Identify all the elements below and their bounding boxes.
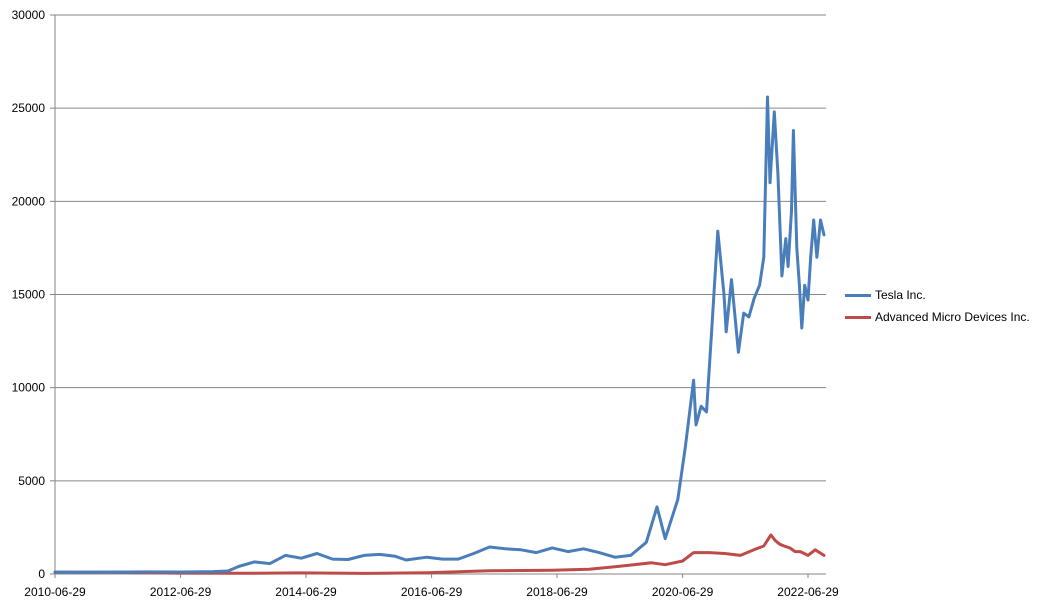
x-tick-label: 2012-06-29	[150, 585, 212, 599]
legend-item-tesla: Tesla Inc.	[845, 284, 1030, 306]
x-tick-label: 2010-06-29	[24, 585, 86, 599]
y-tick-label: 30000	[12, 8, 46, 22]
legend-label-tesla: Tesla Inc.	[875, 288, 926, 302]
y-tick-label: 25000	[12, 101, 46, 115]
y-tick-label: 10000	[12, 381, 46, 395]
x-tick-label: 2018-06-29	[526, 585, 588, 599]
y-tick-label: 20000	[12, 194, 46, 208]
legend-swatch-amd	[845, 315, 871, 319]
x-tick-label: 2016-06-29	[401, 585, 463, 599]
y-tick-label: 5000	[18, 474, 45, 488]
y-tick-label: 15000	[12, 288, 46, 302]
series-lines	[53, 95, 826, 575]
x-tick-label: 2022-06-29	[777, 585, 839, 599]
legend: Tesla Inc. Advanced Micro Devices Inc.	[845, 284, 1030, 328]
legend-swatch-tesla	[845, 293, 871, 297]
gridlines	[55, 14, 826, 482]
y-axis-ticks: 0 5000 10000 15000 20000 25000 30000	[12, 8, 55, 581]
legend-item-amd: Advanced Micro Devices Inc.	[845, 306, 1030, 328]
x-tick-label: 2014-06-29	[275, 585, 337, 599]
series-line-advanced-micro-devices-inc	[53, 533, 826, 575]
y-tick-label: 0	[38, 567, 45, 581]
series-line-tesla-inc	[53, 95, 826, 574]
legend-label-amd: Advanced Micro Devices Inc.	[875, 310, 1030, 324]
x-tick-label: 2020-06-29	[652, 585, 714, 599]
x-axis-ticks: 2010-06-29 2012-06-29 2014-06-29 2016-06-29…	[24, 574, 839, 599]
